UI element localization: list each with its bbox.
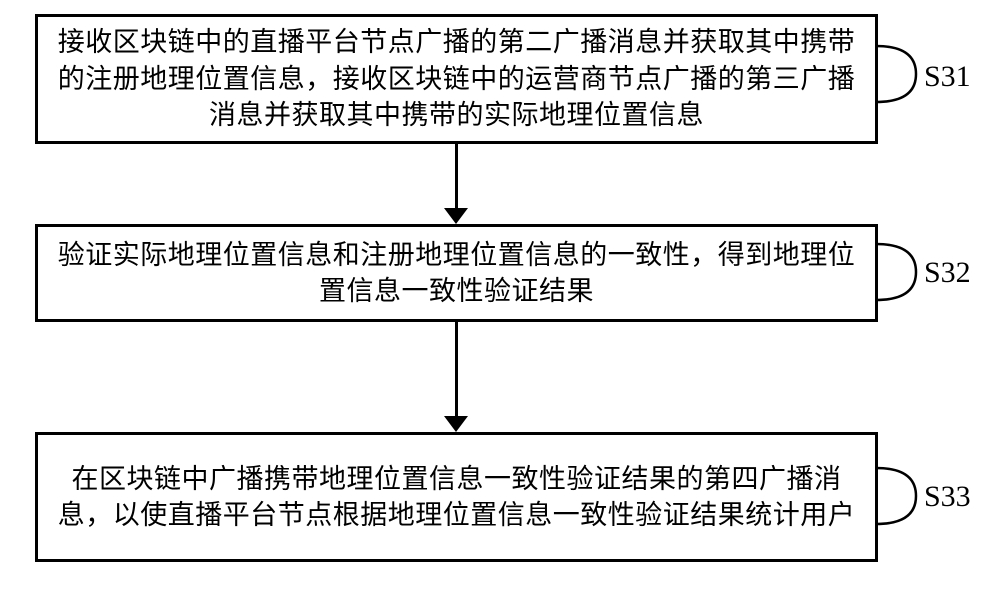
connector-arc-s31 xyxy=(876,38,928,110)
arrow-1-line xyxy=(455,144,458,212)
step-box-s31: 接收区块链中的直播平台节点广播的第二广播消息并获取其中携带的注册地理位置信息，接… xyxy=(35,14,878,144)
arrow-2-line xyxy=(455,322,458,420)
arrow-1-head xyxy=(444,208,468,224)
step-label-s31: S31 xyxy=(924,60,971,94)
step-text-s31: 接收区块链中的直播平台节点广播的第二广播消息并获取其中携带的注册地理位置信息，接… xyxy=(56,24,857,133)
connector-arc-s32 xyxy=(876,236,928,308)
step-box-s33: 在区块链中广播携带地理位置信息一致性验证结果的第四广播消息，以使直播平台节点根据… xyxy=(35,432,878,562)
step-label-s32: S32 xyxy=(924,256,971,290)
flowchart-canvas: 接收区块链中的直播平台节点广播的第二广播消息并获取其中携带的注册地理位置信息，接… xyxy=(0,0,1000,611)
arrow-2-head xyxy=(444,416,468,432)
step-text-s33: 在区块链中广播携带地理位置信息一致性验证结果的第四广播消息，以使直播平台节点根据… xyxy=(56,461,857,534)
connector-arc-s33 xyxy=(876,460,928,532)
step-box-s32: 验证实际地理位置信息和注册地理位置信息的一致性，得到地理位置信息一致性验证结果 xyxy=(35,224,878,322)
step-text-s32: 验证实际地理位置信息和注册地理位置信息的一致性，得到地理位置信息一致性验证结果 xyxy=(56,237,857,310)
step-label-s33: S33 xyxy=(924,480,971,514)
